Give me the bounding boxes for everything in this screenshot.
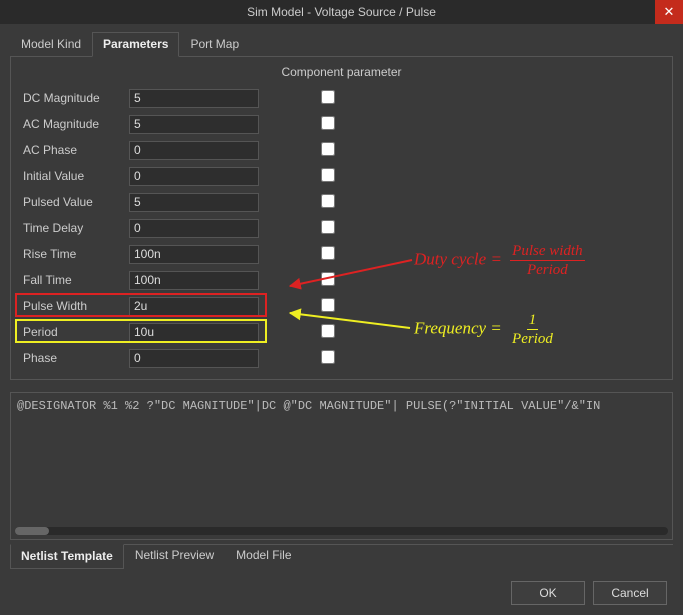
param-row: DC Magnitude (19, 85, 664, 111)
scrollbar-thumb[interactable] (15, 527, 49, 535)
tab-port-map[interactable]: Port Map (179, 32, 250, 57)
param-checkbox-wrap (321, 142, 335, 159)
annotation-frequency: Frequency = 1 Period (414, 312, 555, 348)
close-icon: ✕ (664, 4, 675, 20)
param-input[interactable] (129, 245, 259, 264)
param-checkbox[interactable] (321, 272, 335, 286)
tab-model-kind[interactable]: Model Kind (10, 32, 92, 57)
param-checkbox[interactable] (321, 116, 335, 130)
param-checkbox-wrap (321, 272, 335, 289)
param-checkbox-wrap (321, 194, 335, 211)
param-checkbox[interactable] (321, 142, 335, 156)
tabs-top: Model Kind Parameters Port Map (10, 32, 673, 57)
param-input[interactable] (129, 115, 259, 134)
param-row: AC Phase (19, 137, 664, 163)
close-button[interactable]: ✕ (655, 0, 683, 24)
panel-header: Component parameter (19, 63, 664, 85)
param-checkbox[interactable] (321, 90, 335, 104)
param-checkbox[interactable] (321, 194, 335, 208)
tab-netlist-template[interactable]: Netlist Template (10, 544, 124, 569)
annotation-freq-fraction: 1 Period (510, 312, 555, 348)
param-row: Initial Value (19, 163, 664, 189)
param-input[interactable] (129, 167, 259, 186)
param-checkbox-wrap (321, 246, 335, 263)
param-input[interactable] (129, 271, 259, 290)
horizontal-scrollbar[interactable] (15, 527, 668, 535)
cancel-button[interactable]: Cancel (593, 581, 667, 605)
param-checkbox[interactable] (321, 168, 335, 182)
param-checkbox[interactable] (321, 350, 335, 364)
param-row: Pulsed Value (19, 189, 664, 215)
param-checkbox[interactable] (321, 298, 335, 312)
param-input[interactable] (129, 141, 259, 160)
param-row: Time Delay (19, 215, 664, 241)
param-label: Rise Time (19, 247, 129, 261)
annotation-duty-text: Duty cycle = (414, 250, 506, 269)
param-input[interactable] (129, 323, 259, 342)
param-row: Phase (19, 345, 664, 371)
param-rows: DC Magnitude AC Magnitude AC Phase Initial … (19, 85, 664, 371)
parameters-panel: Component parameter DC Magnitude AC Magni… (10, 57, 673, 380)
tab-model-file[interactable]: Model File (225, 544, 302, 569)
param-input[interactable] (129, 219, 259, 238)
param-checkbox-wrap (321, 220, 335, 237)
annotation-duty-cycle: Duty cycle = Pulse width Period (414, 243, 585, 279)
param-row: AC Magnitude (19, 111, 664, 137)
param-input[interactable] (129, 193, 259, 212)
param-checkbox-wrap (321, 324, 335, 341)
param-label: Pulse Width (19, 299, 129, 313)
annotation-freq-text: Frequency = (414, 319, 506, 338)
param-label: Initial Value (19, 169, 129, 183)
param-checkbox-wrap (321, 298, 335, 315)
param-label: Fall Time (19, 273, 129, 287)
dialog-body: Model Kind Parameters Port Map Component… (0, 24, 683, 615)
param-label: Period (19, 325, 129, 339)
window-title: Sim Model - Voltage Source / Pulse (247, 5, 436, 19)
param-input[interactable] (129, 297, 259, 316)
param-row: Pulse Width (19, 293, 664, 319)
param-label: DC Magnitude (19, 91, 129, 105)
param-checkbox-wrap (321, 168, 335, 185)
tab-netlist-preview[interactable]: Netlist Preview (124, 544, 225, 569)
param-label: AC Magnitude (19, 117, 129, 131)
netlist-template-text: @DESIGNATOR %1 %2 ?"DC MAGNITUDE"|DC @"D… (11, 393, 672, 419)
param-checkbox-wrap (321, 90, 335, 107)
param-label: AC Phase (19, 143, 129, 157)
param-checkbox[interactable] (321, 324, 335, 338)
param-row: Period (19, 319, 664, 345)
tab-parameters[interactable]: Parameters (92, 32, 179, 57)
titlebar: Sim Model - Voltage Source / Pulse ✕ (0, 0, 683, 24)
tabs-bottom: Netlist Template Netlist Preview Model F… (10, 544, 673, 569)
param-checkbox[interactable] (321, 220, 335, 234)
param-label: Pulsed Value (19, 195, 129, 209)
param-label: Phase (19, 351, 129, 365)
param-checkbox-wrap (321, 350, 335, 367)
netlist-code-panel: @DESIGNATOR %1 %2 ?"DC MAGNITUDE"|DC @"D… (10, 392, 673, 540)
param-label: Time Delay (19, 221, 129, 235)
annotation-duty-fraction: Pulse width Period (510, 243, 584, 279)
param-checkbox-wrap (321, 116, 335, 133)
param-input[interactable] (129, 349, 259, 368)
param-input[interactable] (129, 89, 259, 108)
ok-button[interactable]: OK (511, 581, 585, 605)
param-checkbox[interactable] (321, 246, 335, 260)
dialog-buttons: OK Cancel (10, 569, 673, 605)
